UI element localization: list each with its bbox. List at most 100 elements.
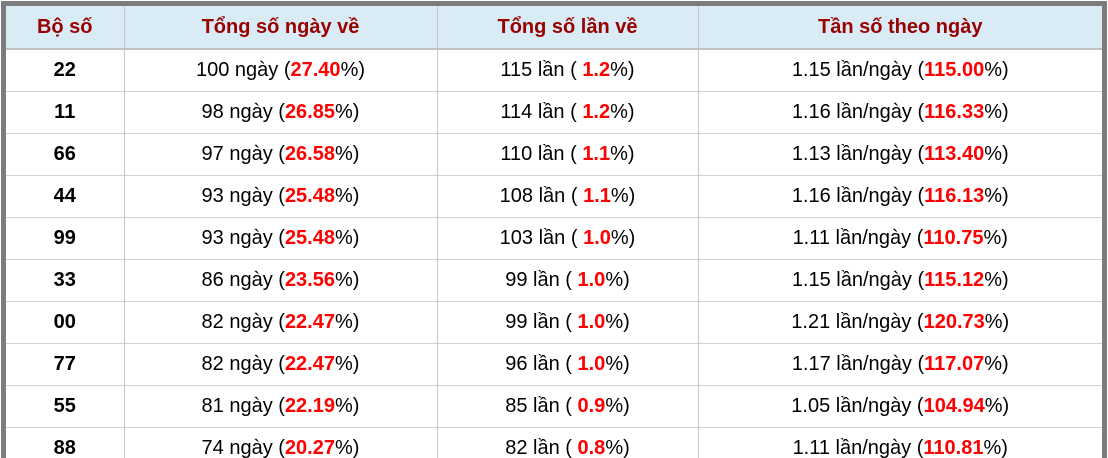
days-text: 93 ngày (: [201, 227, 285, 249]
times-percent: 1.0: [577, 269, 606, 291]
freq-percent: 115.12: [924, 269, 985, 291]
times-percent: 1.1: [582, 143, 611, 165]
days-text: 74 ngày (: [201, 437, 285, 458]
percent-close: %): [335, 185, 360, 207]
percent-close: %): [984, 185, 1009, 207]
days-cell: 98 ngày (26.85%): [123, 91, 437, 134]
table-row: 88 74 ngày (20.27%) 82 lần ( 0.8%) 1.11 …: [6, 427, 1102, 458]
percent-close: %): [610, 185, 636, 207]
header-pair: Bộ số: [6, 6, 124, 50]
freq-cell: 1.21 lần/ngày (120.73%): [697, 301, 1102, 344]
percent-close: %): [605, 311, 630, 333]
days-text: 93 ngày (: [201, 185, 285, 207]
times-text: 115 lần (: [500, 59, 583, 81]
days-percent: 25.48: [284, 185, 335, 207]
percent-close: %): [983, 437, 1008, 458]
days-cell: 74 ngày (20.27%): [123, 427, 437, 458]
times-text: 85 lần (: [505, 395, 578, 417]
freq-text: 1.15 lần/ngày (: [791, 59, 925, 81]
table-row: 44 93 ngày (25.48%) 108 lần ( 1.1%) 1.16…: [6, 175, 1102, 218]
days-cell: 97 ngày (26.58%): [123, 133, 437, 176]
freq-cell: 1.05 lần/ngày (104.94%): [697, 385, 1102, 428]
times-text: 108 lần (: [499, 185, 584, 207]
percent-close: %): [984, 311, 1010, 333]
days-cell: 86 ngày (23.56%): [123, 259, 437, 302]
pair-cell: 88: [6, 427, 124, 458]
header-frequency: Tần số theo ngày: [697, 6, 1102, 50]
header-total-days: Tổng số ngày về: [123, 6, 437, 50]
percent-close: %): [335, 437, 360, 458]
pair-cell: 99: [6, 217, 124, 260]
times-percent: 0.9: [577, 395, 606, 417]
percent-close: %): [984, 353, 1009, 375]
freq-percent: 116.13: [924, 185, 985, 207]
pair-cell: 77: [6, 343, 124, 386]
times-text: 110 lần (: [500, 143, 583, 165]
percent-close: %): [605, 353, 630, 375]
table-row: 66 97 ngày (26.58%) 110 lần ( 1.1%) 1.13…: [6, 133, 1102, 176]
header-row: Bộ số Tổng số ngày về Tổng số lần về Tần…: [6, 6, 1102, 50]
days-cell: 82 ngày (22.47%): [123, 343, 437, 386]
percent-close: %): [605, 395, 630, 417]
statistics-table: Bộ số Tổng số ngày về Tổng số lần về Tần…: [6, 6, 1102, 458]
days-text: 97 ngày (: [201, 143, 285, 165]
freq-cell: 1.15 lần/ngày (115.00%): [697, 49, 1102, 92]
freq-text: 1.05 lần/ngày (: [791, 395, 924, 417]
days-cell: 82 ngày (22.47%): [123, 301, 437, 344]
percent-close: %): [335, 311, 360, 333]
freq-text: 1.15 lần/ngày (: [791, 269, 925, 291]
table-row: 00 82 ngày (22.47%) 99 lần ( 1.0%) 1.21 …: [6, 301, 1102, 344]
freq-percent: 116.33: [924, 101, 985, 123]
times-text: 114 lần (: [500, 101, 583, 123]
percent-close: %): [335, 353, 360, 375]
table-row: 55 81 ngày (22.19%) 85 lần ( 0.9%) 1.05 …: [6, 385, 1102, 428]
header-total-times: Tổng số lần về: [436, 6, 698, 50]
times-cell: 96 lần ( 1.0%): [436, 343, 698, 386]
freq-text: 1.11 lần/ngày (: [792, 227, 924, 249]
percent-close: %): [984, 395, 1010, 417]
days-cell: 93 ngày (25.48%): [123, 217, 437, 260]
percent-close: %): [335, 143, 360, 165]
days-percent: 20.27: [284, 437, 335, 458]
times-percent: 1.2: [582, 101, 611, 123]
times-percent: 1.1: [583, 185, 611, 207]
freq-percent: 117.07: [924, 353, 985, 375]
freq-percent: 104.94: [923, 395, 985, 417]
table-row: 77 82 ngày (22.47%) 96 lần ( 1.0%) 1.17 …: [6, 343, 1102, 386]
days-percent: 22.47: [284, 311, 335, 333]
days-percent: 26.85: [284, 101, 335, 123]
freq-text: 1.13 lần/ngày (: [791, 143, 925, 165]
days-text: 81 ngày (: [201, 395, 285, 417]
times-text: 96 lần (: [505, 353, 578, 375]
days-cell: 93 ngày (25.48%): [123, 175, 437, 218]
freq-cell: 1.15 lần/ngày (115.12%): [697, 259, 1102, 302]
freq-cell: 1.11 lần/ngày (110.81%): [697, 427, 1102, 458]
times-cell: 110 lần ( 1.1%): [436, 133, 698, 176]
table-row: 99 93 ngày (25.48%) 103 lần ( 1.0%) 1.11…: [6, 217, 1102, 260]
percent-close: %): [605, 437, 630, 458]
table-row: 33 86 ngày (23.56%) 99 lần ( 1.0%) 1.15 …: [6, 259, 1102, 302]
times-cell: 103 lần ( 1.0%): [436, 217, 698, 260]
days-text: 86 ngày (: [201, 269, 285, 291]
times-cell: 115 lần ( 1.2%): [436, 49, 698, 92]
times-cell: 85 lần ( 0.9%): [436, 385, 698, 428]
table-row: 11 98 ngày (26.85%) 114 lần ( 1.2%) 1.16…: [6, 91, 1102, 134]
freq-percent: 110.75: [923, 227, 984, 249]
days-percent: 22.47: [284, 353, 335, 375]
percent-close: %): [984, 101, 1009, 123]
pair-cell: 22: [6, 49, 124, 92]
days-text: 98 ngày (: [201, 101, 285, 123]
freq-percent: 110.81: [923, 437, 984, 458]
pair-cell: 33: [6, 259, 124, 302]
freq-cell: 1.13 lần/ngày (113.40%): [697, 133, 1102, 176]
times-percent: 1.0: [577, 311, 606, 333]
days-text: 100 ngày (: [195, 59, 291, 81]
freq-percent: 115.00: [924, 59, 985, 81]
percent-close: %): [335, 227, 360, 249]
times-cell: 82 lần ( 0.8%): [436, 427, 698, 458]
percent-close: %): [335, 269, 360, 291]
times-text: 99 lần (: [505, 269, 578, 291]
percent-close: %): [984, 269, 1009, 291]
freq-cell: 1.11 lần/ngày (110.75%): [697, 217, 1102, 260]
